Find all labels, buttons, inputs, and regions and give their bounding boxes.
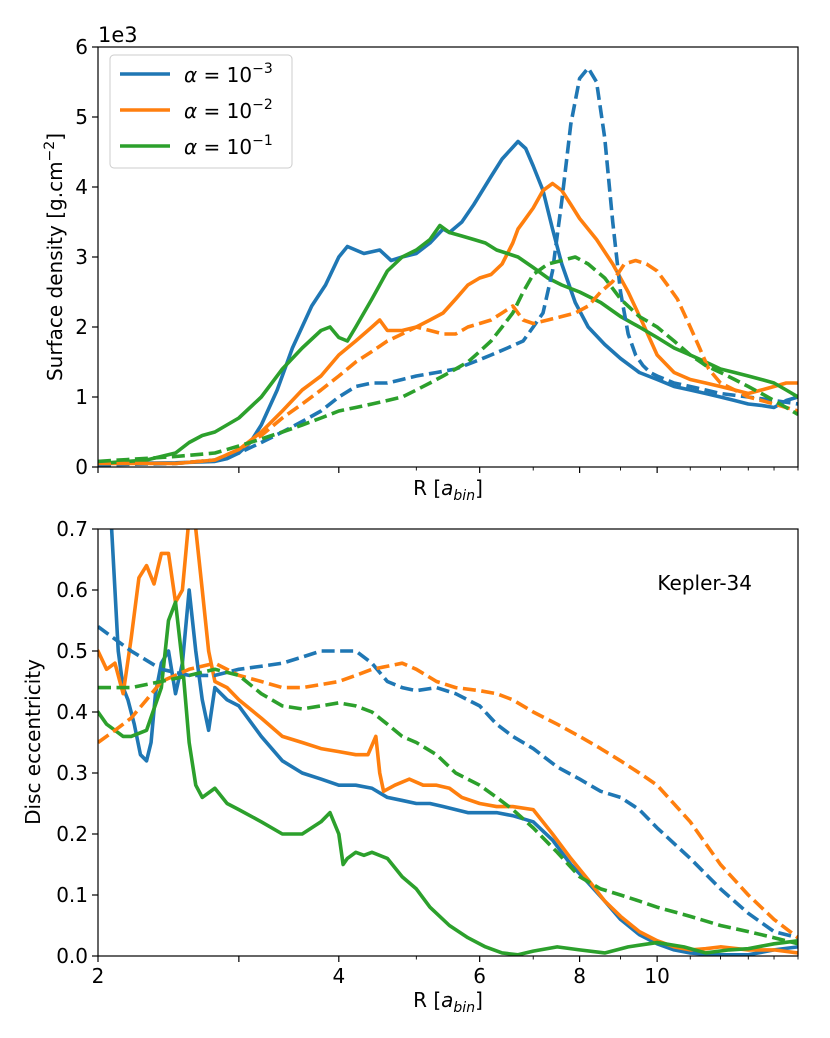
top-ytick-label: 4	[75, 175, 88, 199]
bottom-xlabel: R [abin]	[413, 988, 483, 1016]
top-series-line-4	[98, 66, 798, 467]
bottom-axes-frame	[97, 528, 799, 957]
bottom-xticks: 2 4 6 8 10	[92, 956, 799, 988]
top-ytick-label: 6	[75, 35, 88, 59]
top-ytick-label: 1	[75, 385, 88, 409]
top-series-line-2	[98, 181, 798, 466]
legend-label-2: α = 10−2	[184, 97, 273, 123]
top-series-group	[98, 66, 798, 467]
bottom-xtick-label: 10	[644, 964, 669, 988]
legend: α = 10−3 α = 10−2 α = 10−1	[109, 54, 293, 169]
top-yticks: 0 1 2 3 4 5 6	[75, 35, 98, 479]
top-ytick-label: 2	[75, 315, 88, 339]
top-ylabel: Surface density [g.cm−2]	[42, 133, 67, 381]
top-series-line-6	[98, 255, 798, 464]
top-offset-label: 1e3	[98, 23, 138, 47]
top-series-line-1	[98, 139, 798, 466]
bottom-annotation: Kepler-34	[657, 571, 752, 595]
bottom-series-group	[98, 529, 798, 956]
bottom-series-line-3	[98, 600, 798, 956]
bottom-ylabel: Disc eccentricity	[21, 659, 45, 825]
bottom-panel: 0.0 0.1 0.2 0.3 0.4 0.5 0.6 0.7 2 4 6 8 10 Kepler-3…	[21, 517, 799, 1016]
bottom-xtick-label: 8	[573, 964, 586, 988]
top-ytick-label: 5	[75, 105, 88, 129]
bottom-ytick-label: 0.5	[56, 639, 88, 663]
legend-box	[109, 54, 293, 169]
bottom-xtick-label: 4	[332, 964, 345, 988]
bottom-series-line-5	[98, 661, 798, 940]
top-series-line-3	[98, 223, 798, 466]
top-series-line-5	[98, 258, 798, 466]
bottom-ytick-label: 0.6	[56, 578, 88, 602]
top-xticks	[97, 467, 799, 473]
bottom-ytick-label: 0.1	[56, 883, 88, 907]
bottom-series-line-4	[98, 625, 798, 940]
bottom-ytick-label: 0.2	[56, 822, 88, 846]
top-ytick-label: 3	[75, 245, 88, 269]
bottom-ytick-label: 0.3	[56, 761, 88, 785]
bottom-yticks: 0.0 0.1 0.2 0.3 0.4 0.5 0.6 0.7	[56, 517, 98, 968]
bottom-xtick-label: 2	[92, 964, 105, 988]
bottom-series-line-2	[98, 529, 798, 955]
top-xlabel: R [abin]	[413, 476, 483, 504]
bottom-xtick-label: 6	[473, 964, 486, 988]
top-ytick-label: 0	[75, 455, 88, 479]
bottom-ytick-label: 0.7	[56, 517, 88, 541]
bottom-ytick-label: 0.4	[56, 700, 88, 724]
bottom-ytick-label: 0.0	[56, 944, 88, 968]
top-panel: 0 1 2 3 4 5 6 1e3 Surface density [g.cm−2] R […	[42, 23, 799, 504]
bottom-series-line-6	[98, 667, 798, 946]
